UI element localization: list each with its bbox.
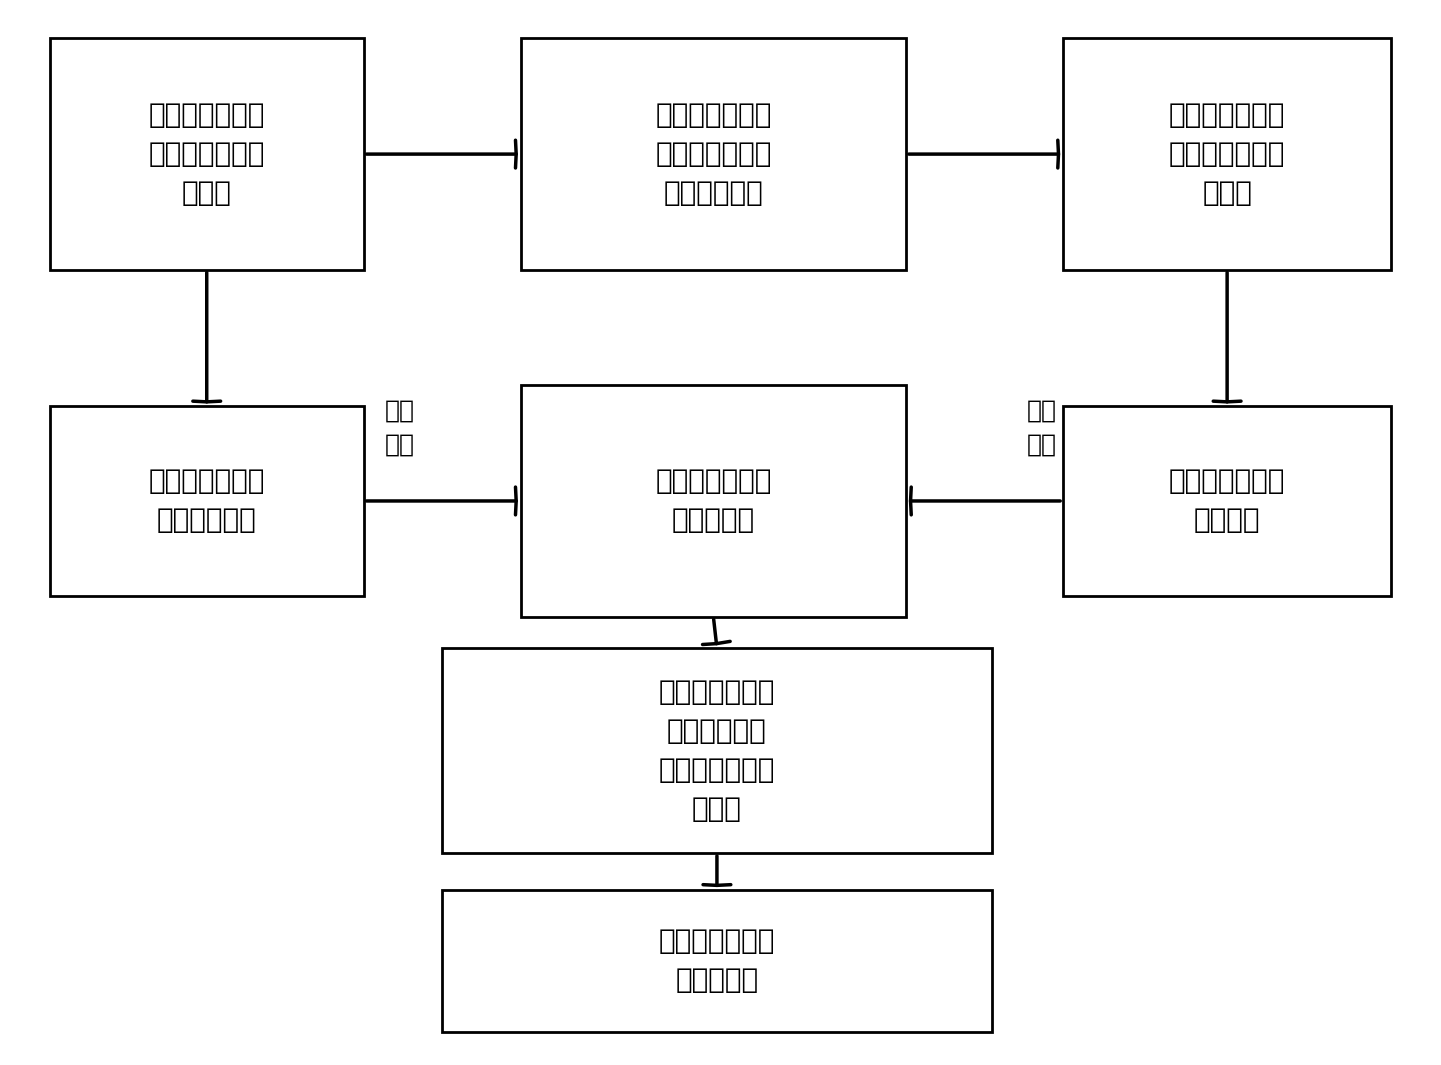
Text: 经过信号注入及
保护电路，变压
器信号传感器: 经过信号注入及 保护电路，变压 器信号传感器 [656, 101, 771, 207]
Text: 激励
信号: 激励 信号 [385, 398, 415, 456]
Text: 数据处理模块绘
制频率响应曲
线，并且提取特
征参量: 数据处理模块绘 制频率响应曲 线，并且提取特 征参量 [659, 678, 775, 823]
Bar [50, 38, 363, 269]
Bar [1063, 407, 1391, 595]
Text: 数据采集模块进
行模数转换: 数据采集模块进 行模数转换 [656, 468, 771, 535]
Bar [1063, 38, 1391, 269]
Text: 电流传感器测量
绕组末端电流响
应信号: 电流传感器测量 绕组末端电流响 应信号 [1169, 101, 1285, 207]
Text: 根据判据诊断绕
组变形情况: 根据判据诊断绕 组变形情况 [659, 928, 775, 995]
Bar [50, 407, 363, 595]
Text: 高压纳秒方波脉
冲发生器生成激
励信号: 高压纳秒方波脉 冲发生器生成激 励信号 [148, 101, 265, 207]
Bar [520, 386, 906, 617]
Text: 电压传感器测量
电压激励信号: 电压传感器测量 电压激励信号 [148, 468, 265, 535]
Bar [442, 649, 991, 853]
Text: 高通滤波器滤除
工频信号: 高通滤波器滤除 工频信号 [1169, 468, 1285, 535]
Text: 响应
信号: 响应 信号 [1026, 398, 1056, 456]
Bar [520, 38, 906, 269]
Bar [442, 890, 991, 1032]
